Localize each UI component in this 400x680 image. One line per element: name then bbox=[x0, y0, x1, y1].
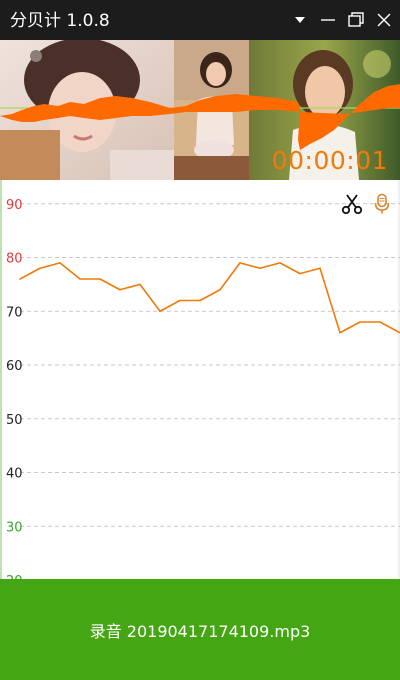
data-point-1 bbox=[39, 267, 41, 270]
title-bar: 分贝计 1.0.8 bbox=[0, 0, 400, 40]
app-title: 分贝计 1.0.8 bbox=[10, 11, 110, 31]
decibel-chart: 90 80 70 60 50 40 30 20 bbox=[0, 180, 400, 579]
close-icon[interactable] bbox=[374, 10, 394, 30]
data-point-16 bbox=[339, 331, 341, 334]
y-tick-label-30: 30 bbox=[6, 520, 23, 535]
y-tick-label-20: 20 bbox=[6, 574, 23, 579]
data-point-9 bbox=[199, 299, 201, 302]
data-point-14 bbox=[299, 272, 301, 275]
recording-filename: 录音 20190417174109.mp3 bbox=[89, 621, 311, 641]
data-point-8 bbox=[179, 299, 181, 302]
data-point-17 bbox=[359, 321, 361, 323]
y-tick-label-90: 90 bbox=[6, 198, 23, 213]
minimize-icon[interactable] bbox=[318, 10, 338, 30]
recording-timer: 00:00:01 bbox=[271, 146, 388, 175]
microphone-icon[interactable] bbox=[370, 192, 394, 216]
y-tick-label-50: 50 bbox=[6, 413, 23, 428]
scissors-icon[interactable] bbox=[340, 192, 364, 216]
y-tick-label-70: 70 bbox=[6, 305, 23, 320]
data-point-5 bbox=[119, 288, 121, 291]
data-point-10 bbox=[219, 288, 221, 291]
data-point-18 bbox=[379, 321, 381, 323]
waveform bbox=[0, 84, 400, 150]
data-point-13 bbox=[279, 262, 281, 264]
decibel-chart-area: 90 80 70 60 50 40 30 20 bbox=[0, 180, 400, 579]
series-line-0 bbox=[19, 262, 400, 334]
y-tick-label-80: 80 bbox=[6, 252, 23, 267]
data-point-12 bbox=[259, 267, 261, 270]
data-point-7 bbox=[159, 310, 161, 313]
dropdown-icon[interactable] bbox=[290, 10, 310, 30]
y-tick-label-60: 60 bbox=[6, 359, 23, 374]
data-point-6 bbox=[139, 283, 141, 286]
y-tick-label-40: 40 bbox=[6, 467, 23, 482]
data-point-0 bbox=[19, 278, 21, 280]
data-point-2 bbox=[59, 262, 61, 264]
data-point-11 bbox=[239, 262, 241, 264]
data-point-15 bbox=[319, 267, 321, 270]
recording-file-bar[interactable]: 录音 20190417174109.mp3 bbox=[0, 579, 400, 680]
restore-icon[interactable] bbox=[346, 10, 366, 30]
header-panel: 00:00:01 bbox=[0, 40, 400, 180]
data-point-4 bbox=[99, 278, 101, 280]
data-point-3 bbox=[79, 278, 81, 280]
